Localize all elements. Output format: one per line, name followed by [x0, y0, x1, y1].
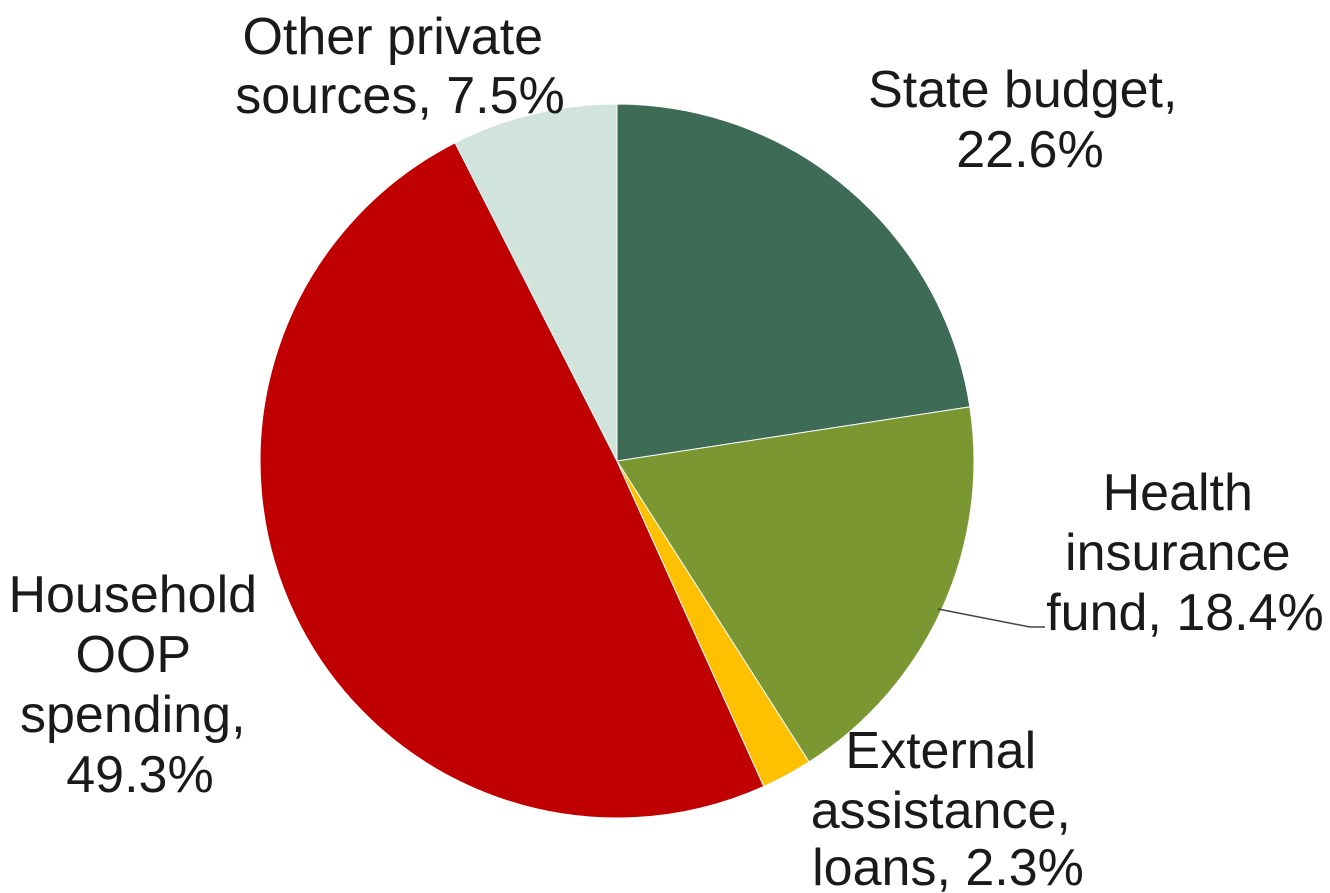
data-label-state-budget: State budget, 22.6% — [868, 61, 1192, 179]
data-label-household-oop: Household OOP spending, 49.3% — [8, 566, 271, 804]
pie-slice-state-budget — [617, 104, 970, 461]
data-label-health-insurance: Health insurance fund, 18.4% — [1046, 464, 1324, 642]
data-label-line: sources, 7.5% — [235, 67, 565, 125]
data-label-line: 49.3% — [66, 746, 213, 804]
pie-slices — [260, 104, 974, 818]
data-label-line: Other private — [242, 8, 543, 66]
data-label-external-assistance: External assistance, loans, 2.3% — [811, 722, 1086, 893]
data-label-line: loans, 2.3% — [812, 839, 1084, 893]
data-label-line: assistance, — [811, 782, 1071, 840]
data-label-line: spending, — [20, 686, 246, 744]
data-label-line: insurance — [1065, 524, 1290, 582]
data-label-line: OOP — [75, 626, 190, 684]
data-label-line: Health — [1103, 464, 1253, 522]
data-label-line: Household — [8, 566, 257, 624]
data-label-line: 22.6% — [956, 121, 1103, 179]
data-label-other-private: Other private sources, 7.5% — [235, 8, 565, 125]
data-label-line: External — [845, 722, 1036, 780]
data-label-line: fund, 18.4% — [1046, 584, 1324, 642]
data-label-line: State budget, — [868, 61, 1177, 119]
leader-line-health-insurance — [938, 609, 1045, 627]
